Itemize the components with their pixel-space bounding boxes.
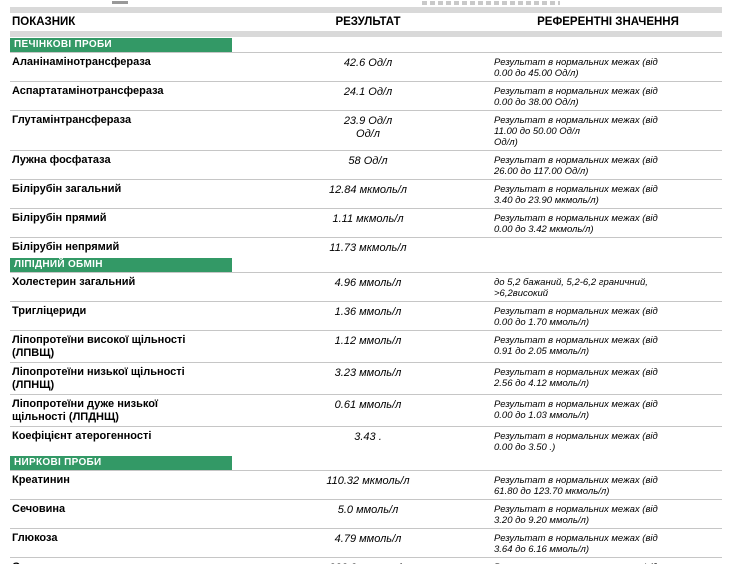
indicator-name: Ліпопротеїни дуже низької щільності (ЛПД… bbox=[12, 398, 159, 423]
table-row: Тригліцериди 1.36 ммоль/л Результат в норм… bbox=[10, 301, 722, 330]
indicator-name: Глутамінтрансфераза bbox=[12, 114, 132, 126]
reference-range: Результат в нормальних межах (від 3.20 д… bbox=[494, 504, 658, 526]
indicator-name: Глюкоза bbox=[12, 532, 58, 544]
table-row: Глюкоза 4.79 ммоль/л Результат в нормальни… bbox=[10, 528, 722, 557]
result-value: 3.43 . bbox=[354, 431, 382, 443]
result-value: 4.79 ммоль/л bbox=[334, 533, 402, 545]
reference-range: Результат в нормальних межах (від 0.00 д… bbox=[494, 86, 658, 108]
result-value: 110.32 мкмоль/л bbox=[326, 475, 410, 487]
result-value: 1.36 ммоль/л bbox=[334, 306, 402, 318]
reference-range: до 5,2 бажаний, 5,2-6,2 граничний, >6,2в… bbox=[494, 277, 648, 299]
table-row: Ліпопротеїни низької щільності (ЛПНЩ) 3.2… bbox=[10, 362, 722, 394]
table-row: Білірубін загальний 12.84 мкмоль/л Результ… bbox=[10, 179, 722, 208]
result-value: 1.11 мкмоль/л bbox=[332, 213, 404, 225]
indicator-name: Білірубін непрямий bbox=[12, 241, 120, 253]
reference-range: Результат в нормальних межах (від 0.91 д… bbox=[494, 335, 658, 357]
indicator-name: Аспартатамінотрансфераза bbox=[12, 85, 164, 97]
reference-range: Результат в нормальних межах (від 0.00 д… bbox=[494, 57, 658, 79]
reference-range: Результат в нормальних межах (від 61.80 … bbox=[494, 475, 658, 497]
indicator-name: Білірубін прямий bbox=[12, 212, 107, 224]
table-row: Коефіцієнт атерогенності 3.43 . Результат … bbox=[10, 426, 722, 455]
table-row: Білірубін прямий 1.11 мкмоль/л Результат в… bbox=[10, 208, 722, 237]
column-header-result: РЕЗУЛЬТАТ bbox=[335, 16, 401, 28]
result-value: 1.12 ммоль/л bbox=[334, 335, 402, 347]
indicator-name: Ліпопротеїни високої щільності (ЛПВЩ) bbox=[12, 334, 186, 359]
result-value: 11.73 мкмоль/л bbox=[329, 242, 407, 254]
table-row: Білірубін непрямий 11.73 мкмоль/л bbox=[10, 237, 722, 257]
result-value: 5.0 ммоль/л bbox=[337, 504, 399, 516]
table-row: Сечовина 5.0 ммоль/л Результат в нормальни… bbox=[10, 499, 722, 528]
result-value: 42.6 Од/л bbox=[343, 57, 393, 69]
indicator-name: Сечова кислота bbox=[10, 561, 288, 564]
table-row: Аспартатамінотрансфераза 24.1 Од/л Результ… bbox=[10, 81, 722, 110]
reference-range: Результат в нормальних межах (від 0.00 д… bbox=[494, 399, 658, 421]
column-header-reference: РЕФЕРЕНТНІ ЗНАЧЕННЯ bbox=[537, 16, 679, 28]
indicator-name: Лужна фосфатаза bbox=[12, 154, 111, 166]
table-row: Лужна фосфатаза 58 Од/л Результат в нормал… bbox=[10, 150, 722, 179]
table-row: Ліпопротеїни високої щільності (ЛПВЩ) 1.1… bbox=[10, 330, 722, 362]
table-row: Сечова кислота333.3 мкмоль/л Результат в … bbox=[10, 557, 722, 564]
indicator-name: Креатинин bbox=[12, 474, 70, 486]
result-value: 0.61 ммоль/л bbox=[334, 399, 402, 411]
indicator-name: Білірубін загальний bbox=[12, 183, 122, 195]
cropped-text-fragment bbox=[422, 1, 560, 5]
cropped-text-remnant bbox=[10, 0, 722, 7]
section-title: ПЕЧІНКОВІ ПРОБИ bbox=[10, 38, 232, 52]
table-row: Аланінамінотрансфераза 42.6 Од/л Результат… bbox=[10, 52, 722, 81]
reference-range: Результат в нормальних межах (від 11.00 … bbox=[494, 115, 658, 148]
reference-range: Результат в нормальних межах (від 0.00 д… bbox=[494, 213, 658, 235]
section-row: ПЕЧІНКОВІ ПРОБИ bbox=[10, 38, 722, 52]
section-title: НИРКОВІ ПРОБИ bbox=[10, 456, 232, 470]
reference-range bbox=[494, 241, 722, 255]
column-header-indicator: ПОКАЗНИК bbox=[12, 16, 76, 28]
result-value: 23.9 Од/л Од/л bbox=[343, 115, 393, 140]
table-row: Холестерин загальний 4.96 ммоль/л до 5,2 б… bbox=[10, 272, 722, 301]
section-row: НИРКОВІ ПРОБИ bbox=[10, 456, 722, 470]
indicator-name: Тригліцериди bbox=[12, 305, 87, 317]
reference-range: Результат в нормальних межах (від 26.00 … bbox=[494, 155, 658, 177]
reference-range: Результат в нормальних межах (від 3.64 д… bbox=[494, 533, 658, 555]
indicator-name: Холестерин загальний bbox=[12, 276, 136, 288]
cropped-text-fragment bbox=[112, 1, 128, 4]
table-body: ПЕЧІНКОВІ ПРОБИ Аланінамінотрансфераза 42.… bbox=[10, 38, 722, 564]
result-value: 24.1 Од/л bbox=[343, 86, 393, 98]
indicator-name: Ліпопротеїни низької щільності (ЛПНЩ) bbox=[12, 366, 185, 391]
reference-range: Результат в нормальних межах (від 2.56 д… bbox=[494, 367, 658, 389]
indicator-name: Аланінамінотрансфераза bbox=[12, 56, 151, 68]
header-top-bar bbox=[10, 7, 722, 13]
reference-range: Результат в нормальних межах (від 0.00 д… bbox=[494, 431, 658, 453]
result-value: 333.3 мкмоль/л bbox=[288, 561, 448, 564]
reference-range: Результат в нормальних межах (від 0.00 д… bbox=[494, 306, 658, 328]
indicator-name: Коефіцієнт атерогенності bbox=[12, 430, 152, 442]
header-bottom-bar bbox=[10, 31, 722, 37]
table-row: Креатинин 110.32 мкмоль/л Результат в норм… bbox=[10, 470, 722, 499]
indicator-name: Сечовина bbox=[12, 503, 66, 515]
table-header-row: ПОКАЗНИК РЕЗУЛЬТАТ РЕФЕРЕНТНІ ЗНАЧЕННЯ bbox=[10, 13, 722, 31]
result-value: 58 Од/л bbox=[348, 155, 388, 167]
section-row: ЛІПІДНИЙ ОБМІН bbox=[10, 258, 722, 272]
table-row: Ліпопротеїни дуже низької щільності (ЛПД… bbox=[10, 394, 722, 426]
result-value: 3.23 ммоль/л bbox=[334, 367, 402, 379]
reference-range: Результат в нормальних межах (від 214.00… bbox=[494, 561, 722, 564]
reference-range: Результат в нормальних межах (від 3.40 д… bbox=[494, 184, 658, 206]
result-value: 4.96 ммоль/л bbox=[334, 277, 402, 289]
section-title: ЛІПІДНИЙ ОБМІН bbox=[10, 258, 232, 272]
result-value: 12.84 мкмоль/л bbox=[329, 184, 407, 196]
table-row: Глутамінтрансфераза 23.9 Од/л Од/л Результ… bbox=[10, 110, 722, 150]
